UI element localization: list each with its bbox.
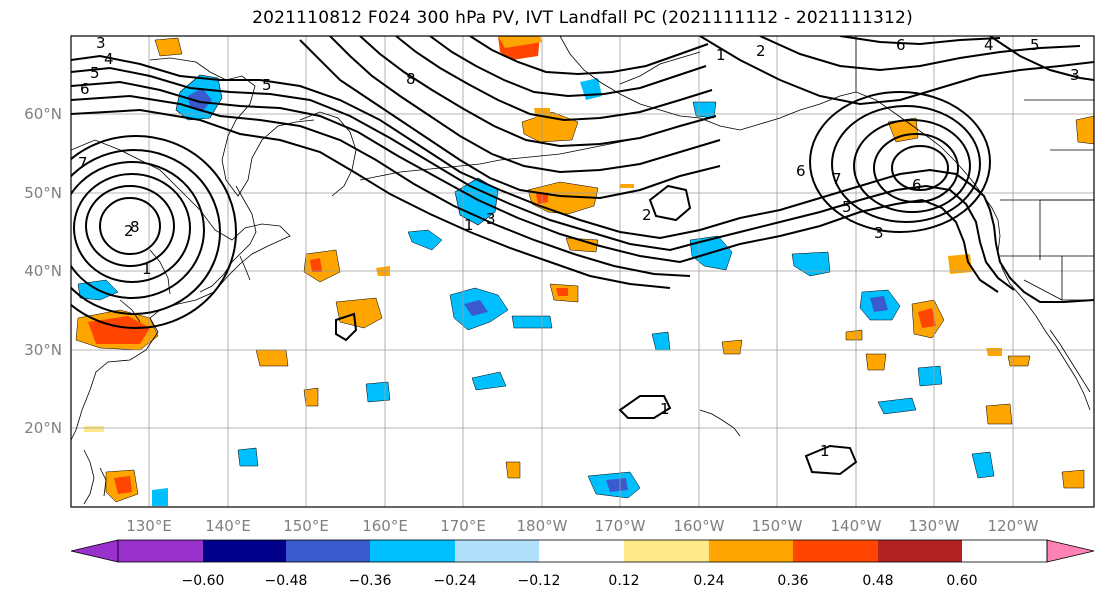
map-area xyxy=(71,36,1094,507)
colorbar-tick-label: 0.12 xyxy=(608,573,639,589)
contour-label: 6 xyxy=(796,162,806,180)
colorbar-segment xyxy=(709,540,793,562)
contour-label: 3 xyxy=(874,224,884,242)
lon-label: 150°E xyxy=(283,517,329,535)
lon-label: 140°E xyxy=(205,517,251,535)
colorbar-tick-label: −0.24 xyxy=(434,573,477,589)
contour-label: 8 xyxy=(130,218,140,236)
colorbar-segment xyxy=(539,540,624,562)
colorbar-tick-labels: −0.60 −0.48 −0.36 −0.24 −0.12 0.12 0.24 … xyxy=(182,573,978,589)
gridlines xyxy=(71,36,1094,507)
lon-label: 150°W xyxy=(752,517,803,535)
lat-label: 40°N xyxy=(24,262,62,280)
colorbar xyxy=(70,539,1095,563)
lon-label: 130°E xyxy=(126,517,172,535)
contour-label: 1 xyxy=(142,260,152,278)
colorbar-segment xyxy=(793,540,878,562)
colorbar-segment xyxy=(878,540,962,562)
pv-contours xyxy=(71,36,1094,476)
contour-label: 1 xyxy=(820,442,830,460)
lon-label: 160°E xyxy=(362,517,408,535)
contour-label: 2 xyxy=(124,222,134,240)
positive-anomaly-shading xyxy=(75,36,1094,503)
contour-label: 5 xyxy=(1030,36,1040,54)
contour-label: 2 xyxy=(642,206,652,224)
lon-label: 180°W xyxy=(517,517,568,535)
contour-label: 6 xyxy=(80,80,90,98)
colorbar-extend-min xyxy=(70,539,119,563)
lon-label: 160°W xyxy=(674,517,725,535)
contour-label: 5 xyxy=(90,64,100,82)
contour-label: 7 xyxy=(78,154,88,172)
colorbar-segment xyxy=(286,540,370,562)
contour-label: 1 xyxy=(716,46,726,64)
lat-label: 20°N xyxy=(24,419,62,437)
contour-label: 7 xyxy=(832,170,842,188)
contour-labels: 3 4 5 6 7 8 2 1 8 5 1 3 2 1 2 3 6 5 4 6 … xyxy=(78,34,1080,460)
contour-label: 3 xyxy=(486,210,496,228)
negative-anomaly-shading xyxy=(77,74,995,506)
lat-labels: 60°N 50°N 40°N 30°N 20°N xyxy=(24,105,62,437)
lon-label: 170°W xyxy=(595,517,646,535)
contour-label: 6 xyxy=(896,36,906,54)
contour-label: 4 xyxy=(984,36,994,54)
lat-label: 30°N xyxy=(24,341,62,359)
lon-labels: 130°E 140°E 150°E 160°E 170°E 180°W 170°… xyxy=(126,517,1038,535)
contour-label: 3 xyxy=(1070,66,1080,84)
contour-label: 2 xyxy=(756,42,766,60)
contour-label: 5 xyxy=(842,198,852,216)
lon-label: 170°E xyxy=(440,517,486,535)
colorbar-segment xyxy=(624,540,709,562)
colorbar-segment xyxy=(118,540,203,562)
map-title: 2021110812 F024 300 hPa PV, IVT Landfall… xyxy=(252,8,913,28)
colorbar-segment xyxy=(455,540,539,562)
coastlines xyxy=(71,36,1094,505)
contour-label: 1 xyxy=(464,216,474,234)
colorbar-tick-label: −0.12 xyxy=(518,573,561,589)
colorbar-tick-label: 0.48 xyxy=(862,573,893,589)
contour-label: 4 xyxy=(104,50,114,68)
colorbar-tick-label: 0.60 xyxy=(946,573,977,589)
contour-label: 5 xyxy=(262,76,272,94)
colorbar-segment xyxy=(203,540,286,562)
colorbar-extend-max xyxy=(1046,539,1095,563)
contour-label: 6 xyxy=(912,176,922,194)
colorbar-tick-label: −0.60 xyxy=(182,573,225,589)
lat-label: 50°N xyxy=(24,184,62,202)
lon-label: 140°W xyxy=(831,517,882,535)
colorbar-tick-label: 0.24 xyxy=(693,573,724,589)
colorbar-tick-label: −0.36 xyxy=(349,573,392,589)
colorbar-tick-label: 0.36 xyxy=(777,573,808,589)
colorbar-tick-label: −0.48 xyxy=(265,573,308,589)
contour-label: 3 xyxy=(96,34,106,52)
colorbar-segment xyxy=(370,540,455,562)
colorbar-outline xyxy=(117,539,1048,563)
contour-label: 8 xyxy=(406,70,416,88)
lat-label: 60°N xyxy=(24,105,62,123)
contour-label: 1 xyxy=(660,400,670,418)
map-border xyxy=(70,35,1095,508)
lon-label: 120°W xyxy=(988,517,1039,535)
lon-label: 130°W xyxy=(909,517,960,535)
